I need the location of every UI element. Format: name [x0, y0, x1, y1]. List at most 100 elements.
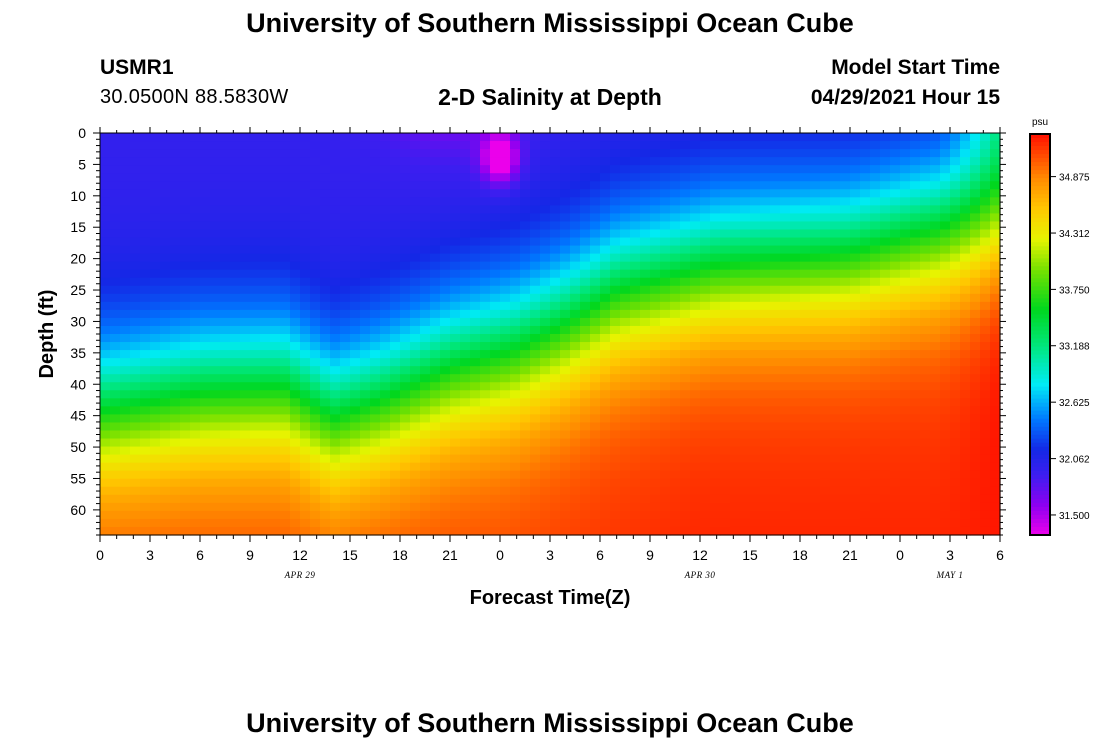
heatmap-cell — [520, 277, 531, 287]
heatmap-cell — [410, 197, 421, 206]
heatmap-cell — [940, 133, 951, 142]
heatmap-cell — [750, 325, 761, 335]
heatmap-cell — [900, 462, 911, 472]
heatmap-cell — [820, 478, 831, 488]
heatmap-cell — [160, 366, 171, 375]
heatmap-cell — [570, 454, 581, 464]
heatmap-cell — [980, 245, 991, 255]
heatmap-cell — [630, 237, 641, 247]
heatmap-cell — [290, 510, 301, 520]
heatmap-cell — [270, 438, 281, 448]
heatmap-cell — [450, 406, 461, 415]
heatmap-cell — [790, 518, 801, 528]
heatmap-cell — [350, 350, 361, 359]
heatmap-cell — [860, 149, 871, 158]
heatmap-cell — [980, 446, 991, 456]
heatmap-cell — [840, 358, 851, 367]
heatmap-cell — [230, 334, 241, 343]
heatmap-cell — [420, 197, 431, 206]
heatmap-cell — [700, 261, 711, 271]
heatmap-cell — [320, 486, 331, 496]
heatmap-cell — [820, 197, 831, 206]
heatmap-cell — [940, 398, 951, 407]
heatmap-cell — [160, 398, 171, 407]
heatmap-cell — [250, 446, 261, 456]
heatmap-cell — [650, 350, 661, 359]
heatmap-cell — [690, 221, 701, 231]
heatmap-cell — [440, 462, 451, 472]
heatmap-cell — [630, 430, 641, 440]
heatmap-cell — [850, 366, 861, 375]
heatmap-cell — [180, 462, 191, 472]
heatmap-cell — [510, 374, 521, 383]
heatmap-cell — [580, 149, 591, 158]
heatmap-cell — [640, 261, 651, 271]
heatmap-cell — [750, 277, 761, 287]
colorbar-segment — [1030, 354, 1050, 360]
heatmap-cell — [780, 157, 791, 166]
heatmap-cell — [250, 141, 261, 150]
heatmap-cell — [880, 157, 891, 166]
heatmap-cell — [410, 285, 421, 295]
heatmap-cell — [430, 414, 441, 424]
heatmap-cell — [130, 165, 141, 174]
heatmap-cell — [310, 502, 321, 512]
heatmap-cell — [860, 325, 871, 335]
heatmap-cell — [460, 325, 471, 335]
heatmap-cell — [510, 470, 521, 480]
colorbar-segment — [1030, 270, 1050, 275]
heatmap-cell — [970, 470, 981, 480]
heatmap-cell — [160, 494, 171, 504]
heatmap-cell — [950, 309, 961, 319]
heatmap-cell — [500, 494, 511, 504]
heatmap-cell — [300, 350, 311, 359]
heatmap-cell — [650, 269, 661, 279]
heatmap-cell — [940, 470, 951, 480]
heatmap-cell — [730, 334, 741, 343]
heatmap-cell — [830, 486, 841, 496]
heatmap-cell — [240, 350, 251, 359]
heatmap-cell — [250, 486, 261, 496]
heatmap-cell — [770, 237, 781, 247]
heatmap-cell — [200, 309, 211, 319]
heatmap-cell — [690, 317, 701, 327]
heatmap-cell — [830, 366, 841, 375]
heatmap-cell — [780, 470, 791, 480]
heatmap-cell — [110, 382, 121, 391]
heatmap-cell — [150, 358, 161, 367]
heatmap-cell — [700, 173, 711, 182]
heatmap-cell — [720, 406, 731, 415]
colorbar-segment — [1030, 266, 1050, 271]
heatmap-cell — [400, 510, 411, 520]
heatmap-cell — [850, 446, 861, 456]
heatmap-cell — [890, 390, 901, 399]
heatmap-cell — [910, 293, 921, 303]
heatmap-cell — [370, 414, 381, 424]
heatmap-cell — [390, 470, 401, 480]
heatmap-cell — [350, 406, 361, 415]
heatmap-cell — [680, 141, 691, 150]
heatmap-cell — [640, 438, 651, 448]
heatmap-cell — [540, 430, 551, 440]
heatmap-cell — [610, 213, 621, 223]
heatmap-cell — [520, 390, 531, 399]
heatmap-cell — [820, 229, 831, 239]
heatmap-cell — [560, 245, 571, 255]
heatmap-cell — [610, 181, 621, 190]
heatmap-cell — [930, 301, 941, 311]
heatmap-cell — [720, 181, 731, 190]
heatmap-cell — [180, 350, 191, 359]
heatmap-cell — [810, 454, 821, 464]
heatmap-cell — [810, 317, 821, 327]
heatmap-cell — [170, 141, 181, 150]
heatmap-cell — [790, 366, 801, 375]
heatmap-cell — [400, 317, 411, 327]
heatmap-cell — [990, 414, 1001, 424]
heatmap-cell — [320, 366, 331, 375]
heatmap-cell — [260, 358, 271, 367]
heatmap-cell — [170, 390, 181, 399]
heatmap-cell — [610, 293, 621, 303]
heatmap-cell — [230, 526, 241, 536]
heatmap-cell — [710, 325, 721, 335]
heatmap-cell — [670, 269, 681, 279]
